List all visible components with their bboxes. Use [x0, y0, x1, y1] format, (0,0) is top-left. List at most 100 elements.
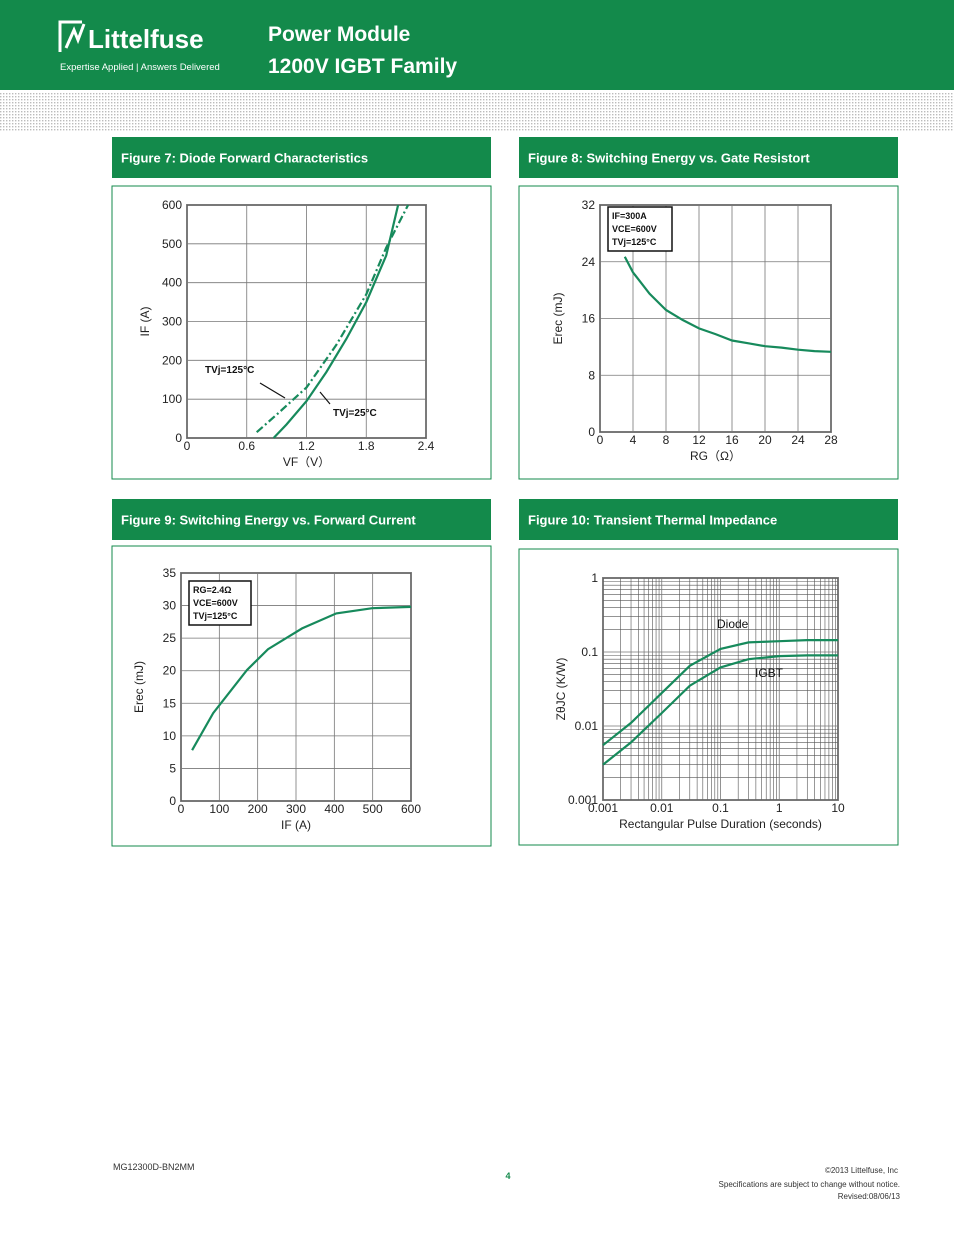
y-tick-label: 0: [588, 425, 595, 439]
figure-box: [518, 185, 899, 480]
x-tick-label: 8: [663, 433, 670, 447]
figure-title: Figure 10: Transient Thermal Impedance: [528, 513, 777, 528]
doc-title: Power Module: [268, 23, 410, 46]
series-line: [602, 654, 838, 766]
annotation-text: VCE=600V: [193, 598, 238, 608]
x-tick-label: 600: [401, 802, 421, 816]
x-axis-label: RG（Ω）: [690, 449, 741, 463]
figure-title-bar: [112, 499, 491, 540]
x-tick-label: 0.1: [712, 801, 729, 815]
x-tick-label: 4: [630, 433, 637, 447]
page-number: 4: [505, 1171, 510, 1181]
revised: Revised:08/06/13: [838, 1192, 901, 1201]
x-tick-label: 200: [248, 802, 268, 816]
figure-title: Figure 9: Switching Energy vs. Forward C…: [121, 513, 416, 528]
x-tick-label: 2.4: [418, 439, 435, 453]
x-tick-label: 100: [209, 802, 229, 816]
x-axis-label: Rectangular Pulse Duration (seconds): [619, 817, 822, 831]
annotation-text: IF=300A: [612, 211, 647, 221]
figure-title-bar: [519, 137, 898, 178]
series-label: Diode: [717, 617, 749, 631]
header-bar: [0, 0, 954, 90]
brand: Littelfuse: [88, 24, 204, 54]
x-tick-label: 20: [758, 433, 772, 447]
y-tick-label: 15: [163, 696, 177, 710]
x-tick-label: 300: [286, 802, 306, 816]
annotation-box: [188, 580, 252, 626]
x-tick-label: 400: [324, 802, 344, 816]
figure-title: Figure 7: Diode Forward Characteristics: [121, 151, 368, 166]
y-tick-label: 200: [162, 353, 182, 367]
annotation-box: [607, 206, 673, 252]
y-tick-label: 0: [175, 431, 182, 445]
y-tick-label: 0: [169, 794, 176, 808]
x-tick-label: 1.2: [298, 439, 315, 453]
annotation-text: VCE=600V: [612, 224, 657, 234]
y-tick-label: 30: [163, 599, 177, 613]
series-label: TVj=25°C: [333, 408, 377, 419]
x-tick-label: 0: [178, 802, 185, 816]
y-axis-label: Erec (mJ): [551, 293, 565, 345]
y-tick-label: 100: [162, 392, 182, 406]
y-axis-label: IF (A): [138, 307, 152, 337]
label-arrow: [259, 382, 286, 399]
dot-band: [0, 92, 954, 132]
x-tick-label: 10: [831, 801, 845, 815]
x-tick-label: 12: [692, 433, 706, 447]
part-number: MG12300D-BN2MM: [113, 1162, 195, 1172]
y-tick-label: 24: [582, 255, 596, 269]
series-line: [255, 204, 410, 434]
x-tick-label: 0: [597, 433, 604, 447]
y-tick-label: 0.001: [568, 793, 598, 807]
annotation-text: TVj=125°C: [612, 237, 657, 247]
series-line: [602, 639, 838, 747]
series-line: [191, 605, 412, 751]
series-line: [623, 256, 832, 353]
copyright: ©2013 Littelfuse, Inc: [825, 1166, 898, 1175]
figure-title-bar: [112, 137, 491, 178]
figure-box: [518, 548, 899, 846]
x-axis-label: VF（V）: [283, 455, 330, 469]
x-tick-label: 16: [725, 433, 739, 447]
y-tick-label: 0.01: [575, 719, 599, 733]
series-label: IGBT: [755, 666, 784, 680]
y-tick-label: 0.1: [581, 645, 598, 659]
x-tick-label: 1.8: [358, 439, 375, 453]
x-tick-label: 28: [824, 433, 838, 447]
y-axis-label: ZθJC (K/W): [554, 658, 568, 721]
logo-icon: [58, 20, 86, 52]
figure-box: [111, 545, 492, 847]
x-tick-label: 0.01: [650, 801, 674, 815]
y-axis-label: Erec (mJ): [132, 661, 146, 713]
x-tick-label: 500: [363, 802, 383, 816]
y-tick-label: 20: [163, 664, 177, 678]
series-label: TVj=125°C: [205, 365, 254, 376]
x-tick-label: 24: [791, 433, 805, 447]
x-tick-label: 0.001: [588, 801, 618, 815]
figure-title: Figure 8: Switching Energy vs. Gate Resi…: [528, 151, 810, 166]
y-tick-label: 600: [162, 198, 182, 212]
y-tick-label: 25: [163, 631, 177, 645]
figure-box: [111, 185, 492, 480]
y-tick-label: 1: [591, 571, 598, 585]
label-arrow: [319, 391, 331, 405]
y-tick-label: 300: [162, 315, 182, 329]
figure-title-bar: [519, 499, 898, 540]
x-tick-label: 0.6: [238, 439, 255, 453]
tagline: Expertise Applied | Answers Delivered: [60, 62, 220, 73]
y-tick-label: 35: [163, 566, 177, 580]
x-tick-label: 1: [776, 801, 783, 815]
annotation-text: TVj=125°C: [193, 611, 238, 621]
x-tick-label: 0: [184, 439, 191, 453]
y-tick-label: 16: [582, 312, 596, 326]
y-tick-label: 10: [163, 729, 177, 743]
annotation-text: RG=2.4Ω: [193, 585, 231, 595]
notice: Specifications are subject to change wit…: [719, 1180, 900, 1189]
y-tick-label: 500: [162, 237, 182, 251]
y-tick-label: 32: [582, 198, 596, 212]
series-line: [272, 204, 400, 439]
y-tick-label: 8: [588, 368, 595, 382]
y-tick-label: 400: [162, 276, 182, 290]
x-axis-label: IF (A): [281, 818, 311, 832]
